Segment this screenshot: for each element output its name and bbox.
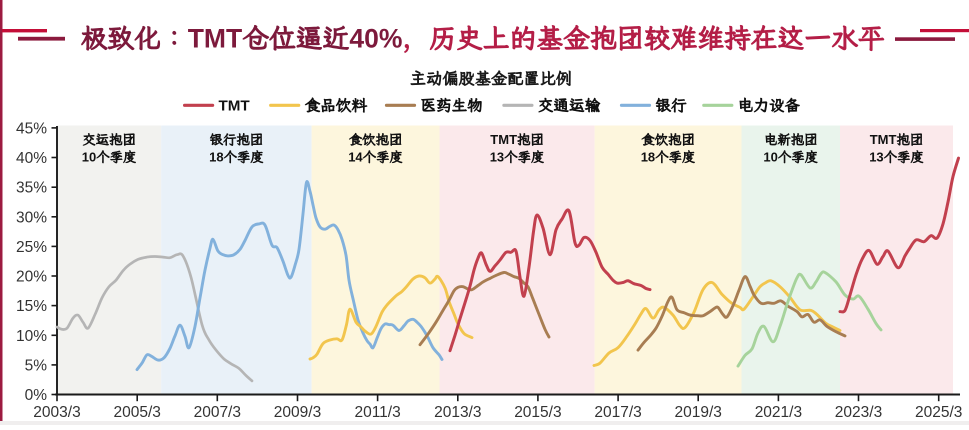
svg-text:35%: 35% (16, 180, 47, 197)
svg-text:18: 18 (641, 150, 655, 165)
svg-text:13: 13 (869, 150, 883, 165)
svg-text:40%: 40% (349, 24, 402, 54)
svg-text:2015/3: 2015/3 (514, 404, 561, 421)
svg-text:25%: 25% (16, 239, 47, 256)
svg-text:5%: 5% (25, 357, 48, 374)
svg-text:TMT: TMT (490, 132, 517, 147)
svg-text:2017/3: 2017/3 (594, 404, 641, 421)
svg-text:13: 13 (490, 150, 504, 165)
svg-text:10: 10 (763, 150, 777, 165)
svg-text:20%: 20% (16, 269, 47, 286)
svg-text:40%: 40% (16, 150, 47, 167)
svg-text:15%: 15% (16, 298, 47, 315)
svg-text:45%: 45% (16, 120, 47, 137)
svg-text:2019/3: 2019/3 (674, 404, 721, 421)
svg-text:2007/3: 2007/3 (194, 404, 241, 421)
svg-text:2005/3: 2005/3 (113, 404, 160, 421)
svg-text:10: 10 (82, 150, 96, 165)
svg-text:30%: 30% (16, 209, 47, 226)
svg-text:2013/3: 2013/3 (434, 404, 481, 421)
svg-text:14: 14 (348, 150, 363, 165)
svg-text:2003/3: 2003/3 (33, 404, 80, 421)
svg-text:TMT: TMT (870, 132, 897, 147)
svg-text:TMT: TMT (188, 24, 242, 54)
svg-text:2025/3: 2025/3 (915, 404, 962, 421)
svg-text:2021/3: 2021/3 (755, 404, 802, 421)
svg-text:2009/3: 2009/3 (274, 404, 321, 421)
svg-text:10%: 10% (16, 328, 47, 345)
svg-text:0%: 0% (25, 387, 48, 404)
svg-text:TMT: TMT (219, 98, 251, 115)
svg-text:2023/3: 2023/3 (835, 404, 882, 421)
svg-text:2011/3: 2011/3 (354, 404, 400, 421)
svg-text:18: 18 (209, 150, 223, 165)
